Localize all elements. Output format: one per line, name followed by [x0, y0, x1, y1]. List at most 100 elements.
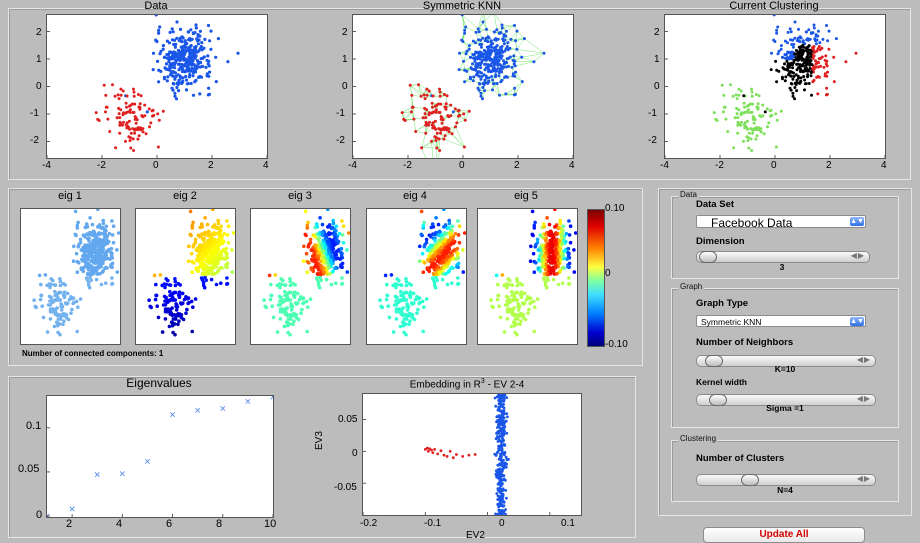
- data-point: [503, 33, 506, 36]
- eig-point: [314, 244, 318, 248]
- eig-point: [98, 251, 102, 255]
- data-point: [444, 134, 447, 137]
- data-point: [469, 76, 472, 79]
- eig-point: [103, 236, 107, 240]
- data-point: [746, 105, 749, 108]
- knn-plot-ytick: 1: [342, 54, 348, 65]
- eig-point: [40, 304, 44, 308]
- data-point: [780, 110, 783, 113]
- data-point: [463, 29, 466, 32]
- eig-point: [91, 223, 95, 227]
- data-point: [196, 59, 199, 62]
- eig-point: [405, 280, 409, 284]
- eig-point: [379, 305, 383, 309]
- eig-point: [211, 225, 215, 229]
- data-point: [135, 127, 138, 130]
- eig-point: [441, 278, 445, 282]
- data-point: [807, 28, 810, 31]
- data-point: [824, 74, 827, 77]
- eig-point: [77, 261, 81, 265]
- data-point: [757, 102, 760, 105]
- eig-point: [49, 303, 53, 307]
- data-point: [197, 49, 200, 52]
- eig-point: [420, 210, 424, 214]
- data-point: [478, 89, 481, 92]
- data-point: [470, 66, 473, 69]
- data-point: [401, 111, 404, 114]
- data-point: [432, 95, 435, 98]
- data-point: [149, 121, 152, 124]
- eig-point: [442, 256, 446, 260]
- data-point: [499, 63, 502, 66]
- eig-point: [461, 248, 465, 252]
- data-point: [173, 92, 176, 95]
- data-point: [497, 67, 500, 70]
- eig-point: [218, 242, 222, 246]
- eig-point: [99, 258, 103, 262]
- data-point: [189, 39, 192, 42]
- eig-point: [227, 241, 231, 245]
- data-point: [132, 149, 135, 152]
- eig-point: [293, 283, 297, 287]
- eig-point: [445, 258, 449, 262]
- eig-point: [399, 290, 403, 294]
- eig-point: [270, 304, 274, 308]
- eig-point: [305, 252, 309, 256]
- data-point: [506, 45, 509, 48]
- data-point: [118, 116, 121, 119]
- eig-point: [463, 231, 466, 235]
- eig-point: [172, 317, 176, 321]
- eig-point: [218, 236, 222, 240]
- data-point: [495, 39, 498, 42]
- eig-point: [108, 232, 112, 236]
- eig-point: [340, 276, 344, 280]
- eig-point: [274, 273, 278, 277]
- data-point: [122, 111, 125, 114]
- data-point: [169, 51, 172, 54]
- eig-point: [321, 265, 325, 269]
- data-point: [785, 60, 788, 63]
- data-point: [766, 125, 769, 128]
- eig-point: [88, 286, 92, 290]
- data-point: [188, 53, 191, 56]
- eig-point: [318, 216, 322, 220]
- eig-title: eig 5: [476, 190, 576, 202]
- eig-point: [91, 250, 95, 254]
- data-point: [490, 75, 493, 78]
- eig-point: [285, 320, 289, 324]
- data-point: [106, 118, 109, 121]
- data-point: [177, 63, 180, 66]
- eig-point: [318, 251, 322, 255]
- eig-point: [313, 252, 317, 256]
- data-point: [169, 31, 172, 34]
- data-point: [495, 28, 498, 31]
- data-point: [736, 97, 739, 100]
- eig-point: [82, 270, 86, 274]
- data-point: [487, 80, 490, 83]
- eig-point: [306, 221, 310, 225]
- eig-point: [292, 294, 296, 298]
- eig-point: [330, 283, 334, 287]
- data-point: [473, 53, 476, 56]
- eig-point: [55, 297, 59, 301]
- eig-point: [426, 266, 430, 270]
- data-point: [410, 110, 413, 113]
- eig-point: [279, 303, 283, 307]
- eig-point: [225, 252, 229, 256]
- eig-point: [321, 223, 325, 227]
- eig-point: [341, 233, 345, 237]
- data-point: [172, 30, 175, 33]
- eig-point: [520, 283, 524, 287]
- data-point: [157, 29, 160, 32]
- eig-point: [437, 250, 441, 254]
- data-point: [446, 94, 449, 97]
- eig-point: [214, 258, 218, 262]
- data-point: [505, 30, 508, 33]
- data-point: [136, 138, 139, 141]
- clustering-plot-xtick: 2: [826, 160, 832, 171]
- eig-point: [340, 252, 344, 256]
- data-point: [751, 91, 754, 94]
- data-point: [824, 54, 827, 57]
- knn-edge: [502, 25, 515, 26]
- data-point: [203, 38, 206, 41]
